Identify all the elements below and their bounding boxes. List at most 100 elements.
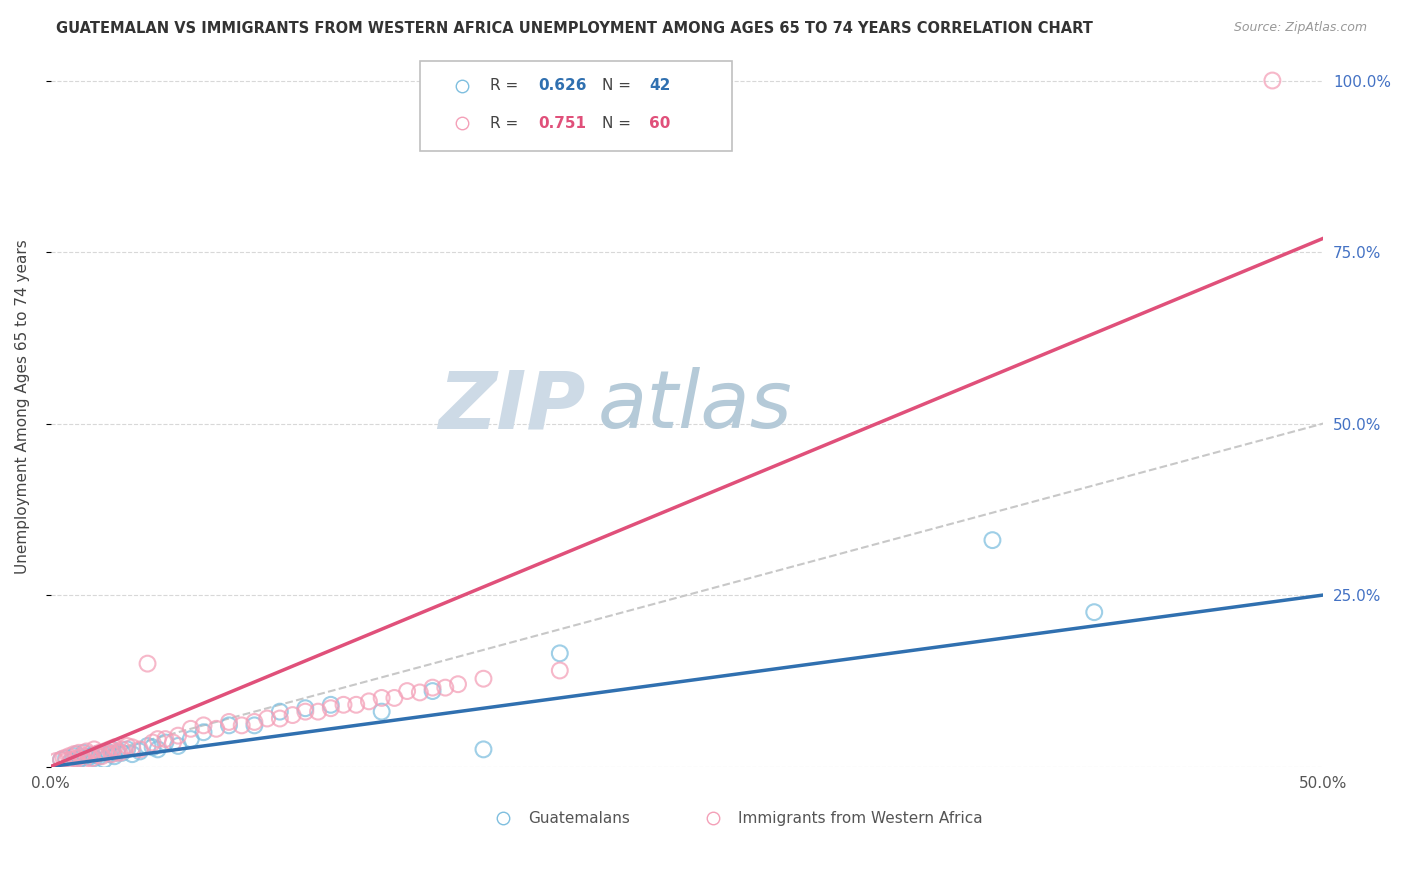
Point	[115, 739, 138, 753]
Text: atlas: atlas	[598, 368, 793, 445]
Point	[89, 746, 111, 760]
Point	[155, 735, 177, 749]
Point	[96, 744, 118, 758]
Point	[89, 749, 111, 764]
Text: 0.626: 0.626	[538, 78, 586, 94]
Point	[1261, 73, 1284, 87]
Y-axis label: Unemployment Among Ages 65 to 74 years: Unemployment Among Ages 65 to 74 years	[15, 239, 30, 574]
Point	[472, 742, 495, 756]
Point	[52, 751, 75, 765]
Point	[65, 751, 87, 765]
Point	[70, 751, 93, 765]
Point	[146, 742, 169, 756]
Point	[409, 685, 432, 699]
Point	[121, 747, 143, 761]
Point	[319, 701, 342, 715]
Point	[136, 739, 159, 753]
Text: R =: R =	[489, 78, 523, 94]
Point	[281, 708, 304, 723]
Text: GUATEMALAN VS IMMIGRANTS FROM WESTERN AFRICA UNEMPLOYMENT AMONG AGES 65 TO 74 YE: GUATEMALAN VS IMMIGRANTS FROM WESTERN AF…	[56, 21, 1092, 36]
Text: 0.751: 0.751	[538, 116, 586, 131]
Point	[180, 732, 202, 747]
Point	[58, 749, 80, 764]
Point	[90, 746, 112, 760]
Point	[344, 698, 367, 712]
Point	[370, 690, 392, 705]
Point	[136, 657, 159, 671]
Point	[93, 753, 115, 767]
Point	[86, 747, 108, 761]
Point	[101, 742, 124, 756]
Point	[167, 729, 190, 743]
Point	[45, 754, 67, 768]
Point	[67, 746, 90, 760]
Point	[129, 742, 152, 756]
Point	[307, 705, 329, 719]
Point	[98, 747, 121, 761]
Point	[548, 664, 571, 678]
Point	[129, 744, 152, 758]
Point	[422, 684, 444, 698]
Point	[269, 705, 291, 719]
Point	[384, 690, 406, 705]
Point	[65, 747, 87, 761]
Point	[243, 714, 266, 729]
Point	[447, 677, 470, 691]
Text: Source: ZipAtlas.com: Source: ZipAtlas.com	[1233, 21, 1367, 34]
Point	[218, 718, 240, 732]
Point	[146, 732, 169, 747]
Point	[162, 735, 184, 749]
Point	[73, 753, 96, 767]
Point	[55, 754, 77, 768]
Point	[96, 746, 118, 760]
Point	[98, 742, 121, 756]
Text: ZIP: ZIP	[437, 368, 585, 445]
Point	[294, 705, 316, 719]
Text: N =: N =	[602, 78, 636, 94]
Point	[55, 751, 77, 765]
FancyBboxPatch shape	[420, 61, 731, 151]
Point	[111, 742, 134, 756]
Text: N =: N =	[602, 116, 636, 131]
Point	[472, 672, 495, 686]
Point	[434, 681, 457, 695]
Point	[80, 751, 103, 765]
Text: Immigrants from Western Africa: Immigrants from Western Africa	[738, 811, 983, 826]
Point	[75, 744, 97, 758]
Point	[193, 718, 215, 732]
Point	[269, 712, 291, 726]
Point	[396, 684, 419, 698]
Point	[193, 725, 215, 739]
Point	[49, 753, 72, 767]
Point	[73, 746, 96, 760]
Point	[332, 698, 354, 712]
Point	[62, 747, 84, 761]
Point	[93, 744, 115, 758]
Point	[422, 681, 444, 695]
Point	[115, 742, 138, 756]
Point	[167, 739, 190, 753]
Point	[70, 749, 93, 764]
Text: Guatemalans: Guatemalans	[529, 811, 630, 826]
Point	[142, 740, 165, 755]
Point	[49, 753, 72, 767]
Point	[256, 712, 278, 726]
Point	[155, 732, 177, 747]
Point	[370, 705, 392, 719]
Text: 42: 42	[650, 78, 671, 94]
Point	[294, 701, 316, 715]
Point	[103, 749, 125, 764]
Point	[105, 746, 128, 760]
Point	[60, 754, 83, 768]
Point	[67, 753, 90, 767]
Point	[218, 714, 240, 729]
Point	[180, 722, 202, 736]
Point	[86, 747, 108, 761]
Point	[111, 746, 134, 760]
Point	[77, 750, 100, 764]
Text: 60: 60	[650, 116, 671, 131]
Point	[77, 747, 100, 761]
Point	[548, 646, 571, 660]
Point	[83, 742, 105, 756]
Point	[231, 718, 253, 732]
